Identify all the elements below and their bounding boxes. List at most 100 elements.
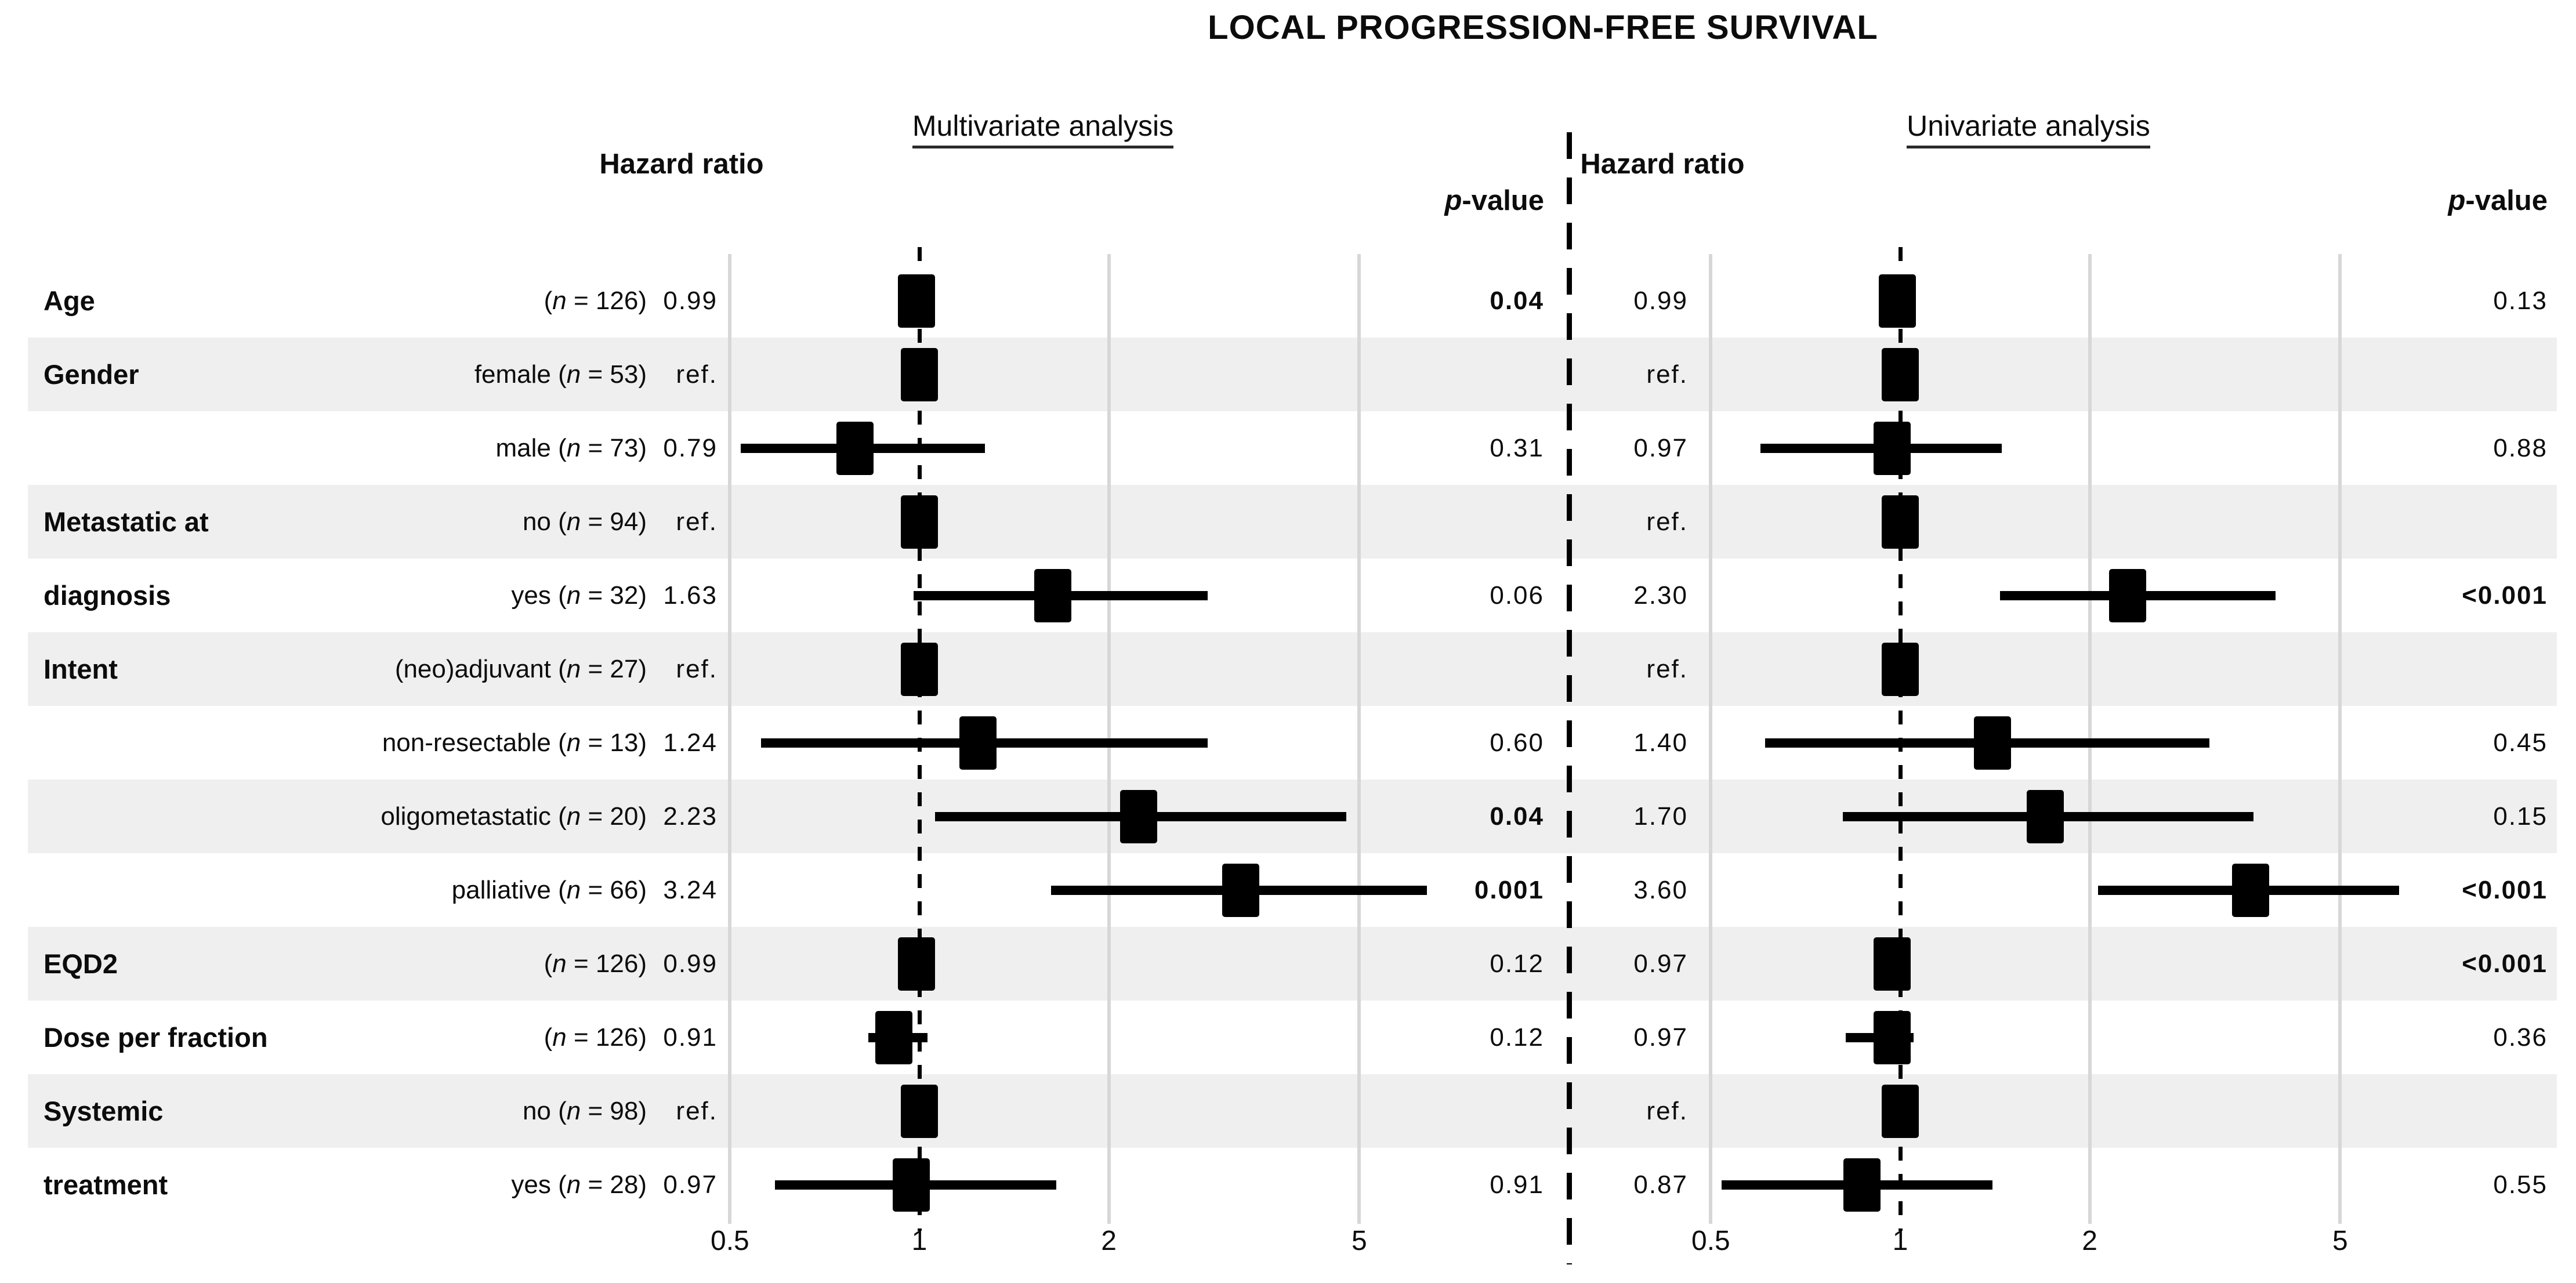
forest-marker-uv	[1882, 642, 1919, 696]
category-label: yes (n = 32)	[511, 581, 647, 610]
category-label: oligometastatic (n = 20)	[381, 802, 647, 831]
forest-marker-uv	[2231, 863, 2269, 917]
forest-marker-uv	[1873, 1010, 1911, 1064]
hr-value-mv: ref.	[676, 508, 718, 536]
p-value-uv: <0.001	[2462, 876, 2548, 904]
hr-value-uv: 2.30	[1633, 581, 1688, 610]
variable-label: Metastatic at diagnosis	[44, 506, 209, 611]
forest-marker-mv	[901, 1084, 938, 1138]
hr-value-mv: 0.79	[663, 434, 718, 462]
hazard-ratio-header-mv: Hazard ratio	[599, 148, 764, 180]
p-value-uv: 0.13	[2493, 287, 2548, 315]
hr-value-mv: 1.63	[663, 581, 718, 610]
hr-value-uv: 1.40	[1633, 729, 1688, 757]
p-value-uv: 0.36	[2493, 1023, 2548, 1052]
gridline-mv-5	[1357, 254, 1361, 1224]
multivariate-section-header: Multivariate analysis	[811, 109, 1275, 148]
category-label: female (n = 53)	[474, 360, 647, 389]
forest-marker-uv	[1882, 347, 1919, 401]
p-value-mv: 0.04	[1490, 287, 1544, 315]
hr-value-mv: 0.91	[663, 1023, 718, 1052]
p-value-mv: 0.12	[1490, 949, 1544, 978]
p-value-uv: 0.88	[2493, 434, 2548, 462]
hr-value-mv: 0.97	[663, 1170, 718, 1199]
univariate-section-header: Univariate analysis	[1796, 109, 2260, 148]
hr-value-uv: ref.	[1646, 1097, 1688, 1125]
p-value-uv: <0.001	[2462, 949, 2548, 978]
p-value-mv: 0.12	[1490, 1023, 1544, 1052]
p-value-uv: 0.55	[2493, 1170, 2548, 1199]
forest-marker-uv	[1843, 1158, 1881, 1212]
hr-value-mv: ref.	[676, 1097, 718, 1125]
forest-marker-mv	[901, 642, 938, 696]
row-stripe	[28, 338, 2557, 411]
category-label: no (n = 94)	[522, 508, 647, 536]
axis-tick-label-mv: 0.5	[711, 1226, 749, 1256]
hr-value-uv: 0.97	[1633, 1023, 1688, 1052]
univariate-section-label: Univariate analysis	[1907, 110, 2150, 148]
category-label: palliative (n = 66)	[451, 876, 647, 904]
row-stripe	[28, 927, 2557, 1001]
forest-marker-mv	[836, 421, 874, 475]
forest-marker-mv	[892, 1158, 930, 1212]
p-value-uv: 0.15	[2493, 802, 2548, 831]
hr-value-uv: ref.	[1646, 508, 1688, 536]
variable-label: Systemic treatment	[44, 1096, 168, 1200]
p-value-mv: 0.04	[1490, 802, 1544, 831]
panel-divider-dashed-line	[1567, 132, 1572, 1264]
p-value-header-uv: p-value	[2448, 185, 2548, 216]
forest-marker-uv	[1873, 421, 1911, 475]
category-label: (neo)adjuvant (n = 27)	[394, 655, 647, 683]
category-label: (n = 126)	[544, 287, 647, 315]
hr-value-uv: ref.	[1646, 655, 1688, 683]
hr-value-uv: 0.99	[1633, 287, 1688, 315]
axis-tick-label-mv: 2	[1101, 1226, 1117, 1256]
category-label: male (n = 73)	[495, 434, 647, 462]
forest-marker-uv	[2027, 789, 2064, 843]
variable-label: EQD2	[44, 948, 118, 979]
forest-marker-uv	[1873, 937, 1911, 991]
forest-marker-mv	[959, 716, 997, 770]
axis-tick-label-uv: 2	[2082, 1226, 2097, 1256]
forest-marker-mv	[898, 274, 936, 328]
p-value-mv: 0.06	[1490, 581, 1544, 610]
axis-tick-label-uv: 0.5	[1691, 1226, 1730, 1256]
hr-value-mv: ref.	[676, 360, 718, 389]
forest-marker-mv	[1222, 863, 1259, 917]
hr-value-uv: 1.70	[1633, 802, 1688, 831]
forest-marker-uv	[1973, 716, 2011, 770]
axis-tick-label-uv: 1	[1892, 1226, 1908, 1256]
forest-marker-uv	[1882, 495, 1919, 549]
forest-marker-mv	[1119, 789, 1157, 843]
variable-label: Age	[44, 285, 95, 316]
hr-value-mv: 1.24	[663, 729, 718, 757]
axis-tick-label-mv: 1	[911, 1226, 927, 1256]
axis-tick-label-uv: 5	[2332, 1226, 2348, 1256]
forest-marker-mv	[875, 1010, 912, 1064]
p-value-uv: 0.45	[2493, 729, 2548, 757]
hr-value-mv: 0.99	[663, 287, 718, 315]
hr-value-uv: 0.97	[1633, 434, 1688, 462]
p-value-mv: 0.001	[1474, 876, 1544, 904]
forest-marker-mv	[1034, 568, 1072, 622]
variable-label: Gender	[44, 359, 139, 390]
forest-marker-mv	[898, 937, 936, 991]
forest-marker-mv	[901, 347, 938, 401]
variable-label: Intent	[44, 654, 118, 684]
hr-value-mv: 3.24	[663, 876, 718, 904]
category-label: non-resectable (n = 13)	[382, 729, 647, 757]
forest-marker-uv	[1882, 1084, 1919, 1138]
p-value-uv: <0.001	[2462, 581, 2548, 610]
gridline-mv-0.5	[728, 254, 732, 1224]
variable-label: Dose per fraction	[44, 1022, 268, 1053]
category-label: (n = 126)	[544, 949, 647, 978]
p-value-mv: 0.91	[1490, 1170, 1544, 1199]
hr-value-mv: 0.99	[663, 949, 718, 978]
hr-value-uv: 0.87	[1633, 1170, 1688, 1199]
p-value-mv: 0.31	[1490, 434, 1544, 462]
hr-value-uv: 3.60	[1633, 876, 1688, 904]
forest-marker-mv	[901, 495, 938, 549]
row-stripe	[28, 485, 2557, 559]
category-label: no (n = 98)	[522, 1097, 647, 1125]
